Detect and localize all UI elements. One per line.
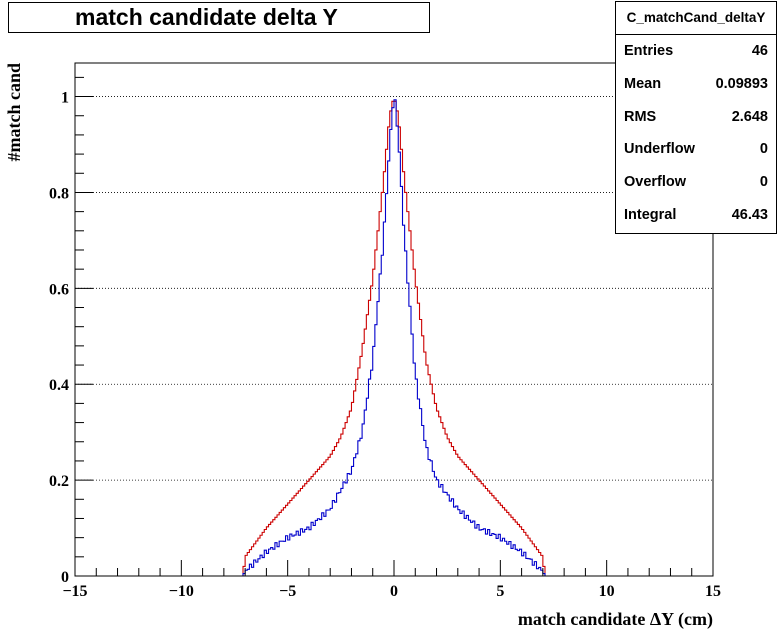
x-tick-label: 15 (705, 583, 721, 600)
stats-row-mean: Mean 0.09893 (616, 68, 776, 101)
stats-value: 0 (759, 141, 768, 158)
y-axis-title: #match cand (4, 63, 24, 162)
y-tick-label: 1 (61, 90, 69, 107)
x-tick-label: 10 (599, 583, 615, 600)
y-tick-label: 0.4 (49, 377, 69, 394)
x-tick-label: −10 (169, 583, 194, 600)
stats-row-integral: Integral 46.43 (616, 198, 776, 231)
stats-label: Overflow (624, 174, 687, 191)
y-tick-label: 0.2 (49, 473, 69, 490)
grid-lines (75, 96, 713, 481)
x-tick-label: 5 (496, 583, 504, 600)
stats-value: 2.648 (731, 108, 768, 125)
stats-label: Integral (624, 206, 677, 223)
y-tick-label: 0.8 (49, 185, 69, 202)
chart-title-text: match candidate delta Y (75, 4, 338, 30)
y-axis: 0 0.2 0.4 0.6 0.8 1 (49, 76, 93, 586)
x-tick-label: −15 (62, 583, 87, 600)
stats-row-rms: RMS 2.648 (616, 100, 776, 133)
y-tick-label: 0.6 (49, 281, 69, 298)
y-tick-label: 0 (61, 569, 69, 586)
stats-value: 46.43 (731, 206, 768, 223)
x-tick-label: −5 (279, 583, 296, 600)
stats-value: 46 (751, 43, 768, 60)
chart-title: match candidate delta Y (8, 2, 430, 33)
x-axis: −15 −10 −5 0 5 10 15 (62, 560, 721, 600)
stats-label: Underflow (624, 141, 695, 158)
stats-value: 0 (759, 174, 768, 191)
stats-row-underflow: Underflow 0 (616, 133, 776, 166)
stats-value: 0.09893 (715, 76, 768, 93)
stats-box: C_matchCand_deltaY Entries 46 Mean 0.098… (615, 1, 777, 234)
stats-row-entries: Entries 46 (616, 35, 776, 68)
stats-label: Mean (624, 76, 662, 93)
stats-label: Entries (624, 43, 674, 60)
stats-row-overflow: Overflow 0 (616, 166, 776, 199)
x-axis-title: match candidate ΔY (cm) (518, 609, 713, 630)
stats-label: RMS (624, 108, 657, 125)
x-tick-label: 0 (390, 583, 398, 600)
stats-title: C_matchCand_deltaY (616, 2, 776, 35)
